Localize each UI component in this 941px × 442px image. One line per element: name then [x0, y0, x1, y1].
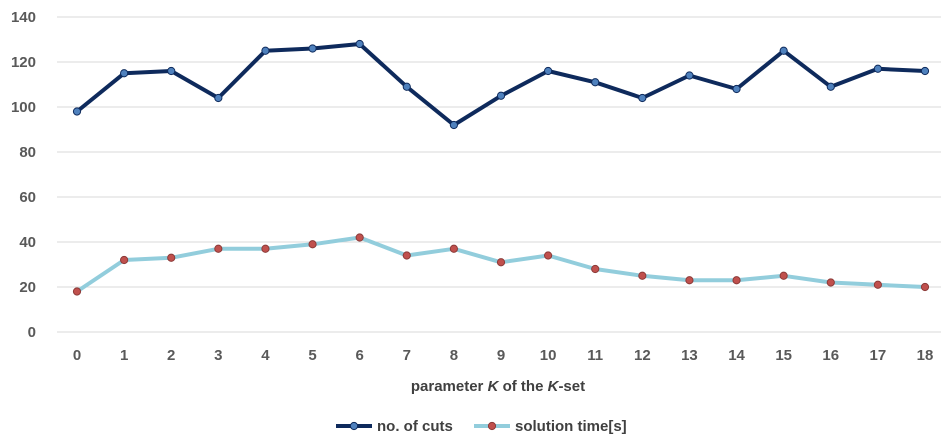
x-tick-label: 10 — [540, 347, 557, 364]
data-point — [732, 84, 741, 94]
series-group — [72, 39, 930, 296]
data-point — [873, 280, 882, 289]
series-2 — [72, 233, 930, 296]
data-point — [402, 82, 411, 91]
data-point — [920, 282, 930, 292]
data-point — [732, 276, 741, 285]
data-point — [685, 276, 694, 285]
data-point — [826, 278, 835, 287]
y-tick-label: 0 — [28, 324, 36, 341]
data-point — [591, 78, 600, 87]
data-point — [591, 264, 600, 274]
data-point — [826, 82, 835, 91]
legend-item: solution time[s] — [474, 418, 627, 435]
data-point — [402, 251, 411, 260]
data-point — [120, 255, 129, 265]
y-tick-label: 80 — [19, 144, 36, 161]
data-point — [167, 253, 176, 262]
data-point — [544, 66, 553, 76]
data-point — [214, 244, 223, 253]
x-tick-label: 13 — [681, 347, 698, 364]
data-point — [261, 244, 270, 253]
legend: no. of cuts solution time[s] — [336, 418, 627, 435]
data-point — [638, 271, 647, 280]
x-axis-ticks: 0 1 2 3 4 5 6 7 8 9 10 11 12 13 14 15 16 17 18 — [73, 347, 934, 364]
x-tick-label: 1 — [120, 347, 128, 364]
x-tick-label: 4 — [261, 347, 270, 364]
data-point — [544, 251, 553, 260]
y-axis-ticks: 0 20 40 60 80 100 120 140 — [11, 9, 36, 341]
y-tick-label: 140 — [11, 9, 36, 26]
x-tick-label: 12 — [634, 347, 651, 364]
data-point — [308, 44, 317, 53]
data-point — [638, 93, 647, 103]
y-tick-label: 120 — [11, 54, 36, 71]
y-tick-label: 40 — [19, 234, 36, 251]
data-point — [355, 233, 364, 242]
x-tick-label: 5 — [308, 347, 316, 364]
y-tick-label: 60 — [19, 189, 36, 206]
x-tick-label: 11 — [587, 347, 603, 364]
x-tick-label: 6 — [355, 347, 363, 364]
series-line — [75, 42, 927, 127]
x-tick-label: 9 — [497, 347, 505, 364]
x-tick-label: 0 — [73, 347, 81, 364]
x-tick-label: 17 — [870, 347, 887, 364]
data-point — [496, 258, 506, 267]
data-point — [167, 66, 176, 76]
data-point — [873, 64, 882, 73]
legend-label: solution time[s] — [515, 418, 627, 435]
x-tick-label: 8 — [450, 347, 458, 364]
data-point — [120, 69, 129, 78]
x-tick-label: 14 — [728, 347, 745, 364]
legend-item: no. of cuts — [336, 418, 453, 435]
x-tick-label: 2 — [167, 347, 175, 364]
data-point — [685, 71, 694, 80]
x-tick-label: 15 — [775, 347, 792, 364]
data-point — [779, 271, 788, 280]
legend-swatch-marker — [487, 421, 497, 431]
series-1 — [72, 39, 930, 130]
y-tick-label: 100 — [11, 99, 36, 116]
data-point — [308, 240, 317, 249]
data-point — [261, 46, 270, 55]
gridlines — [57, 16, 941, 333]
data-point — [779, 46, 788, 55]
legend-label: no. of cuts — [377, 418, 453, 435]
data-point — [355, 39, 364, 49]
x-tick-label: 18 — [917, 347, 934, 364]
data-point — [920, 66, 930, 76]
x-axis-title: parameter K of the K-set — [411, 378, 585, 395]
data-point — [449, 244, 458, 253]
x-tick-label: 16 — [822, 347, 839, 364]
data-point — [496, 91, 506, 100]
data-point — [72, 287, 82, 296]
x-tick-label: 3 — [214, 347, 222, 364]
data-point — [72, 107, 82, 116]
x-tick-label: 7 — [403, 347, 411, 364]
y-tick-label: 20 — [19, 279, 36, 296]
data-point — [214, 93, 223, 103]
legend-swatch-marker — [349, 421, 359, 431]
data-point — [449, 120, 458, 130]
